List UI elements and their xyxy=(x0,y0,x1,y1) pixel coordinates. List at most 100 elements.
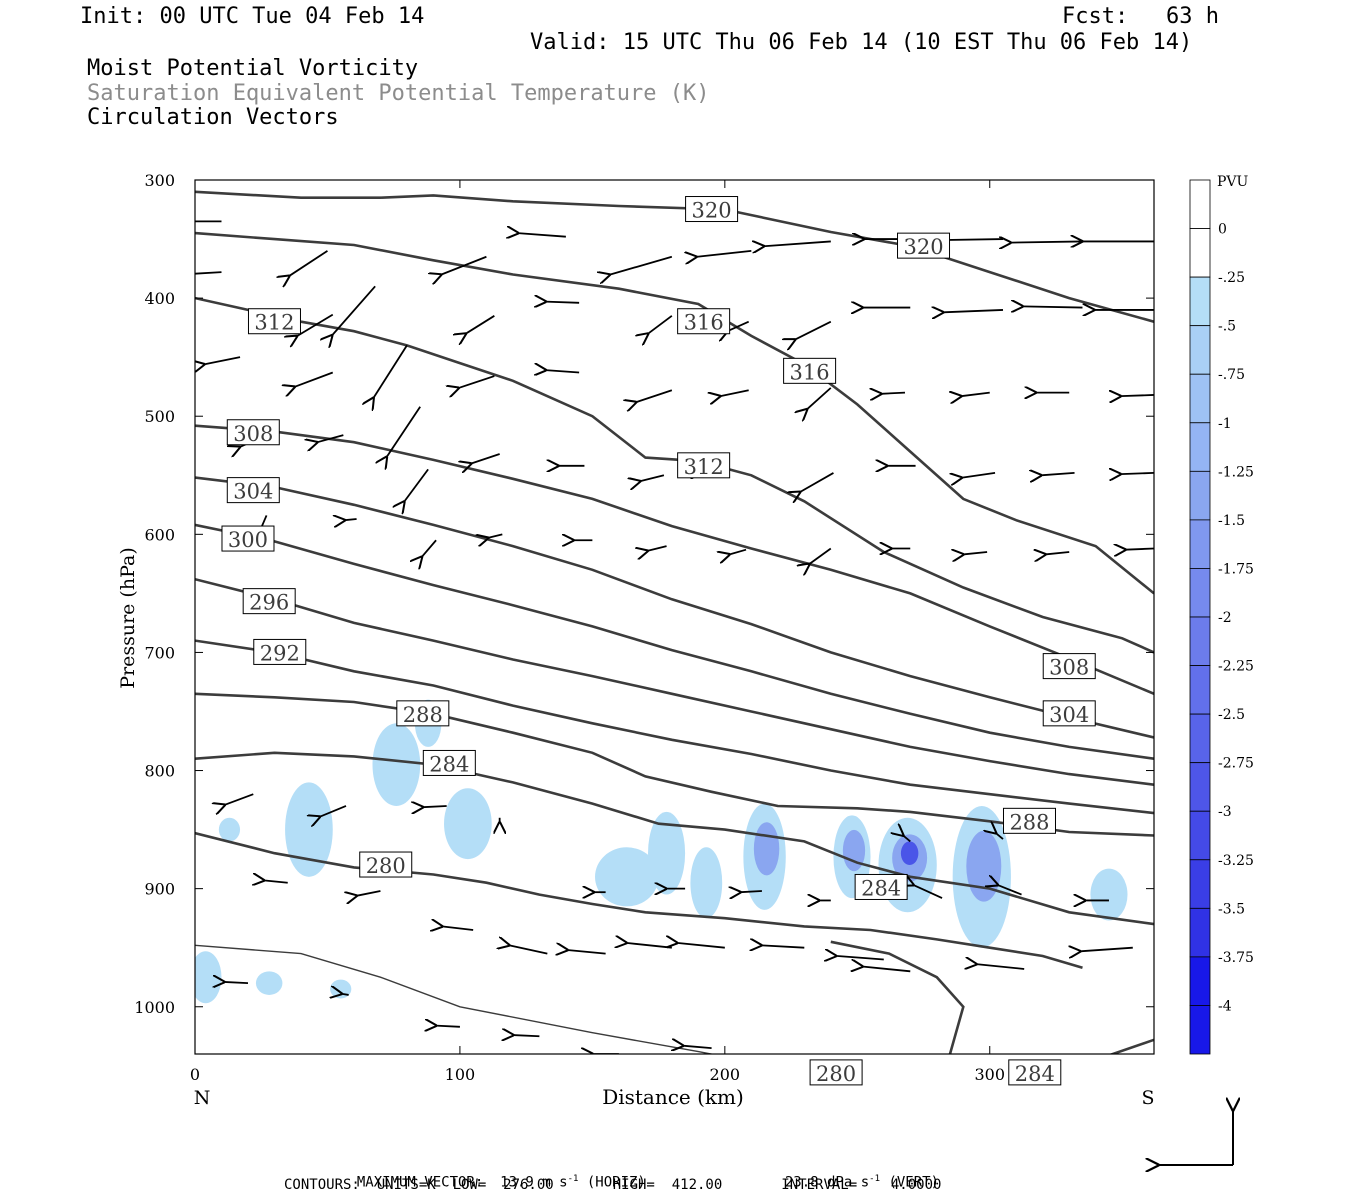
pv-region xyxy=(218,817,241,842)
svg-text:320: 320 xyxy=(692,199,732,223)
circulation-vector xyxy=(862,967,911,972)
pv-region xyxy=(595,847,659,907)
pv-region-max xyxy=(900,841,919,866)
theta-e-contour-308 xyxy=(195,424,1154,695)
colorbar-label: -.25 xyxy=(1218,270,1245,286)
theta-e-contour-316 xyxy=(195,231,1154,595)
pv-region xyxy=(195,951,222,1004)
circulation-vector xyxy=(683,1046,712,1048)
circulation-vector xyxy=(1080,948,1133,952)
circulation-vector xyxy=(996,833,1004,840)
y-tick-label: 700 xyxy=(144,643,175,662)
circulation-vector xyxy=(387,406,421,457)
contour-label-312: 312 xyxy=(677,452,731,479)
colorbar-label: 0 xyxy=(1218,222,1227,238)
svg-text:320: 320 xyxy=(903,235,943,259)
colorbar-cell xyxy=(1189,179,1211,229)
y-tick-label: 900 xyxy=(144,880,175,899)
circulation-vector xyxy=(609,255,673,275)
circulation-vector xyxy=(345,519,357,520)
svg-text:288: 288 xyxy=(1009,810,1049,834)
init-time: Init: 00 UTC Tue 04 Feb 14 xyxy=(80,4,425,29)
y-axis-label: Pressure (hPa) xyxy=(117,547,139,689)
colorbar-cell xyxy=(1189,616,1211,666)
theta-e-contour-284 xyxy=(1108,1038,1154,1054)
pv-region xyxy=(444,788,492,860)
y-tick-label: 500 xyxy=(144,407,175,426)
plot-frame xyxy=(194,179,1155,1055)
contour-label-304: 304 xyxy=(226,477,280,504)
reference-vector-icon xyxy=(1158,1110,1233,1165)
svg-text:284: 284 xyxy=(1015,1062,1055,1086)
contour-label-304: 304 xyxy=(1042,700,1096,727)
colorbar-label: -1.25 xyxy=(1218,464,1254,480)
colorbar-cell xyxy=(1189,519,1211,569)
svg-text:308: 308 xyxy=(1049,656,1089,680)
circulation-vector xyxy=(740,891,762,892)
circulation-vector xyxy=(264,880,288,882)
circulation-vector xyxy=(204,356,241,364)
svg-text:316: 316 xyxy=(790,360,830,384)
circulation-vector xyxy=(903,835,911,843)
circulation-vector xyxy=(648,315,673,334)
svg-text:288: 288 xyxy=(403,703,443,727)
colorbar-label: -2.75 xyxy=(1218,756,1254,772)
circulation-vector xyxy=(317,434,344,442)
circulation-vector xyxy=(943,310,1004,312)
field-title-thetae: Saturation Equivalent Potential Temperat… xyxy=(87,81,710,106)
circulation-vector xyxy=(1125,548,1154,549)
circulation-vector xyxy=(320,805,347,817)
colorbar-label: -3 xyxy=(1218,804,1232,820)
x-axis-label: Distance (km) xyxy=(602,1085,744,1109)
circulation-vector xyxy=(458,375,495,388)
theta-e-contour-304 xyxy=(195,476,1154,739)
circulation-vector xyxy=(546,370,580,372)
circulation-vector xyxy=(471,453,500,464)
svg-text:296: 296 xyxy=(249,591,289,615)
circulation-vector xyxy=(976,964,1025,969)
pv-region-core xyxy=(753,822,780,876)
circulation-vector xyxy=(546,302,580,303)
field-title-pv: Moist Potential Vorticity xyxy=(87,56,419,81)
colorbar-cell xyxy=(1189,859,1211,909)
pv-region xyxy=(255,971,283,995)
contour-label-280: 280 xyxy=(359,851,413,878)
circulation-vector xyxy=(195,271,222,275)
colorbar-label: -1.75 xyxy=(1218,561,1254,577)
circulation-vector xyxy=(836,956,884,960)
circulation-vector xyxy=(647,545,667,551)
svg-text:304: 304 xyxy=(233,480,273,504)
contour-label-292: 292 xyxy=(253,638,307,665)
colorbar-cell xyxy=(1189,470,1211,521)
colorbar-label: -2.5 xyxy=(1218,707,1245,723)
theta-e-contour-280 xyxy=(830,940,965,1054)
circulation-vector xyxy=(373,344,408,398)
circulation-vector xyxy=(356,890,381,896)
colorbar-label: -.75 xyxy=(1218,367,1245,383)
circulation-vector xyxy=(436,1026,460,1027)
contour-label-288: 288 xyxy=(396,700,450,727)
contour-label-312: 312 xyxy=(247,308,301,335)
contour-label-280: 280 xyxy=(809,1059,863,1086)
colorbar-label: -2 xyxy=(1218,610,1232,626)
theta-e-contour-320 xyxy=(195,190,1154,323)
colorbar-cell xyxy=(1189,907,1211,958)
contour-label-316: 316 xyxy=(783,357,837,384)
x-tick-label: 0 xyxy=(190,1065,200,1084)
circulation-vector xyxy=(423,806,447,807)
circulation-vector xyxy=(1120,395,1154,396)
svg-text:292: 292 xyxy=(260,641,300,665)
colorbar-cell xyxy=(1189,568,1211,618)
y-tick-label: 600 xyxy=(144,525,175,544)
y-tick-label: 1000 xyxy=(134,998,175,1017)
circulation-vector xyxy=(640,474,665,481)
theta-e-contour-layer xyxy=(195,190,1154,1054)
contour-label-316: 316 xyxy=(677,308,731,335)
colorbar-label: -.5 xyxy=(1218,319,1236,335)
colorbar-cell xyxy=(1189,276,1211,327)
circulation-vector xyxy=(998,885,1022,896)
colorbar-label: -4 xyxy=(1218,998,1232,1014)
contour-label-284: 284 xyxy=(854,873,908,900)
circulation-vector xyxy=(961,393,990,397)
circulation-vector xyxy=(1041,473,1075,475)
